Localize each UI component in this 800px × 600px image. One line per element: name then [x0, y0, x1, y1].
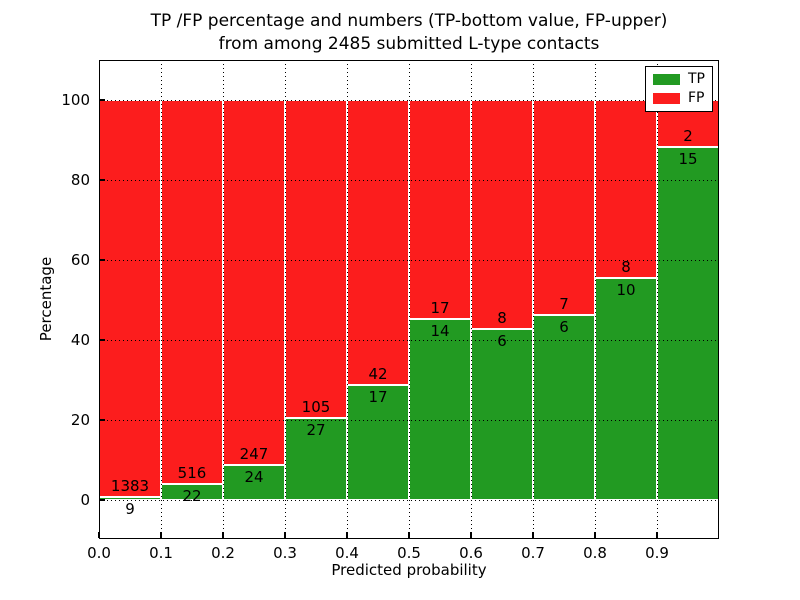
y-tick-mark [99, 499, 105, 501]
chart-title: TP /FP percentage and numbers (TP-bottom… [99, 10, 719, 56]
bar-segment-tp [223, 464, 285, 500]
x-gridline [98, 60, 100, 539]
y-gridline [99, 179, 719, 181]
bar-segment-fp [595, 100, 657, 278]
tp-count-label: 24 [244, 467, 264, 486]
tp-count-label: 6 [497, 331, 507, 350]
tp-count-label: 27 [306, 421, 326, 440]
bar-segment-fp [347, 100, 409, 385]
x-tick-label: 0.8 [583, 544, 607, 562]
y-gridline [99, 419, 719, 421]
x-gridline [346, 60, 348, 539]
tp-count-label: 6 [559, 318, 569, 337]
y-tick-label: 0 [80, 491, 90, 509]
x-tick-label: 0.4 [335, 544, 359, 562]
fp-count-label: 105 [301, 398, 331, 417]
bar-segment-fp [533, 100, 595, 316]
y-gridline [99, 99, 719, 101]
y-tick-label: 40 [70, 331, 90, 349]
x-gridline [532, 60, 534, 539]
legend-tp-label: TP [688, 71, 705, 87]
chart-title-line1: TP /FP percentage and numbers (TP-bottom… [150, 11, 668, 31]
fp-count-label: 7 [559, 295, 569, 314]
x-tick-mark [222, 532, 224, 538]
fp-count-label: 17 [430, 299, 450, 318]
bar-segment-tp [657, 147, 719, 500]
x-tick-mark [160, 532, 162, 538]
legend-fp-label: FP [688, 90, 705, 106]
x-tick-mark [346, 532, 348, 538]
fp-count-label: 1383 [110, 477, 150, 496]
y-tick-mark [99, 259, 105, 261]
x-tick-label: 0.7 [521, 544, 545, 562]
bar-segment-tp [409, 319, 471, 500]
x-tick-label: 0.0 [87, 544, 111, 562]
tp-count-label: 17 [368, 387, 388, 406]
x-tick-label: 0.3 [273, 544, 297, 562]
bar-segment-fp [161, 100, 223, 484]
x-gridline [470, 60, 472, 539]
fp-count-label: 8 [621, 257, 631, 276]
x-tick-mark [470, 532, 472, 538]
tp-count-label: 9 [125, 500, 135, 519]
x-gridline [222, 60, 224, 539]
tp-count-label: 15 [678, 150, 698, 169]
x-gridline [160, 60, 162, 539]
x-axis-label: Predicted probability [331, 561, 487, 579]
bar-segment-fp [471, 100, 533, 329]
chart-title-line2: from among 2485 submitted L-type contact… [218, 34, 600, 54]
x-gridline [656, 60, 658, 539]
y-gridline [99, 259, 719, 261]
fp-count-label: 8 [497, 308, 507, 327]
bar-segment-fp [99, 100, 161, 498]
fp-count-label: 247 [239, 444, 269, 463]
y-tick-label: 20 [70, 411, 90, 429]
x-gridline [594, 60, 596, 539]
bar-segment-fp [223, 100, 285, 465]
x-gridline [284, 60, 286, 539]
x-tick-mark [408, 532, 410, 538]
x-tick-label: 0.2 [211, 544, 235, 562]
bar-segment-tp [533, 315, 595, 500]
legend-fp-swatch [653, 93, 680, 104]
y-tick-mark [99, 419, 105, 421]
x-tick-mark [656, 532, 658, 538]
x-tick-label: 0.6 [459, 544, 483, 562]
y-tick-label: 60 [70, 251, 90, 269]
bar-segment-tp [471, 328, 533, 500]
y-gridline [99, 339, 719, 341]
legend: TP FP [645, 66, 713, 112]
x-tick-mark [594, 532, 596, 538]
y-tick-mark [99, 339, 105, 341]
fp-count-label: 516 [177, 463, 207, 482]
tp-count-label: 14 [430, 322, 450, 341]
bar-segment-tp [347, 384, 409, 500]
fp-count-label: 2 [683, 127, 693, 146]
x-tick-mark [98, 532, 100, 538]
x-tick-label: 0.9 [645, 544, 669, 562]
plot-area: 1383 9 516 22 247 24 105 27 42 17 17 14 8 6 7 6 8 10 2 15 0.… [61, 60, 719, 561]
y-axis-label: Percentage [37, 256, 55, 342]
y-tick-label: 80 [70, 171, 90, 189]
x-gridline [408, 60, 410, 539]
y-tick-label: 100 [61, 91, 90, 109]
x-tick-label: 0.1 [149, 544, 173, 562]
fp-count-label: 42 [368, 364, 388, 383]
legend-tp-swatch [653, 74, 680, 85]
legend-entry-tp: TP [653, 72, 705, 87]
tp-count-label: 10 [616, 280, 636, 299]
y-tick-mark [99, 99, 105, 101]
tp-count-label: 22 [182, 486, 202, 505]
legend-entry-fp: FP [653, 91, 705, 106]
bar-segment-tp [595, 277, 657, 500]
bar-segment-fp [409, 100, 471, 320]
x-tick-mark [284, 532, 286, 538]
y-gridline [99, 499, 719, 501]
y-tick-mark [99, 179, 105, 181]
x-tick-label: 0.5 [397, 544, 421, 562]
x-tick-mark [532, 532, 534, 538]
